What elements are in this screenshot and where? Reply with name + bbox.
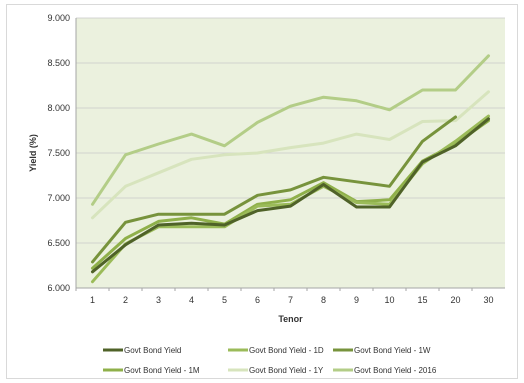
x-tick-label: 20 [450, 295, 460, 305]
x-tick-label: 10 [384, 295, 394, 305]
x-tick-label: 8 [321, 295, 326, 305]
legend-label: Govt Bond Yield - 2016 [354, 366, 437, 375]
gridlines [76, 17, 505, 289]
legend-label: Govt Bond Yield [124, 346, 181, 355]
x-axis-title: Tenor [278, 314, 303, 324]
y-tick-label: 7.500 [47, 148, 70, 158]
axes [75, 18, 505, 291]
x-tick-label: 7 [288, 295, 293, 305]
x-tick-label: 3 [156, 295, 161, 305]
series-line-2 [91, 115, 457, 264]
x-tick-labels: 1 2 3 4 5 6 7 8 9 10 15 20 30 [90, 295, 494, 305]
x-tick-label: 30 [483, 295, 493, 305]
legend-label: Govt Bond Yield - 1M [124, 366, 200, 375]
y-tick-label: 8.500 [47, 58, 70, 68]
series-lines [91, 54, 490, 284]
x-tick-label: 15 [417, 295, 427, 305]
y-tick-label: 9.000 [47, 13, 70, 23]
legend-label: Govt Bond Yield - 1Y [249, 366, 324, 375]
x-tick-label: 1 [90, 295, 95, 305]
y-tick-labels: 6.000 6.500 7.000 7.500 8.000 8.500 9.000 [47, 13, 70, 293]
x-tick-label: 9 [354, 295, 359, 305]
series-line-5 [91, 54, 490, 206]
x-tick-label: 5 [222, 295, 227, 305]
x-tick-label: 2 [123, 295, 128, 305]
y-tick-label: 6.500 [47, 238, 70, 248]
x-tick-label: 4 [189, 295, 194, 305]
legend-label: Govt Bond Yield - 1W [354, 346, 431, 355]
series-line-4 [91, 90, 490, 220]
y-tick-label: 7.000 [47, 193, 70, 203]
x-tick-label: 6 [255, 295, 260, 305]
y-axis-title: Yield (%) [28, 134, 38, 172]
y-tick-label: 8.000 [47, 103, 70, 113]
legend-label: Govt Bond Yield - 1D [249, 346, 324, 355]
series-line-0 [91, 117, 490, 274]
y-tick-label: 6.000 [47, 283, 70, 293]
legend: Govt Bond Yield Govt Bond Yield - 1D Govt … [103, 346, 437, 375]
